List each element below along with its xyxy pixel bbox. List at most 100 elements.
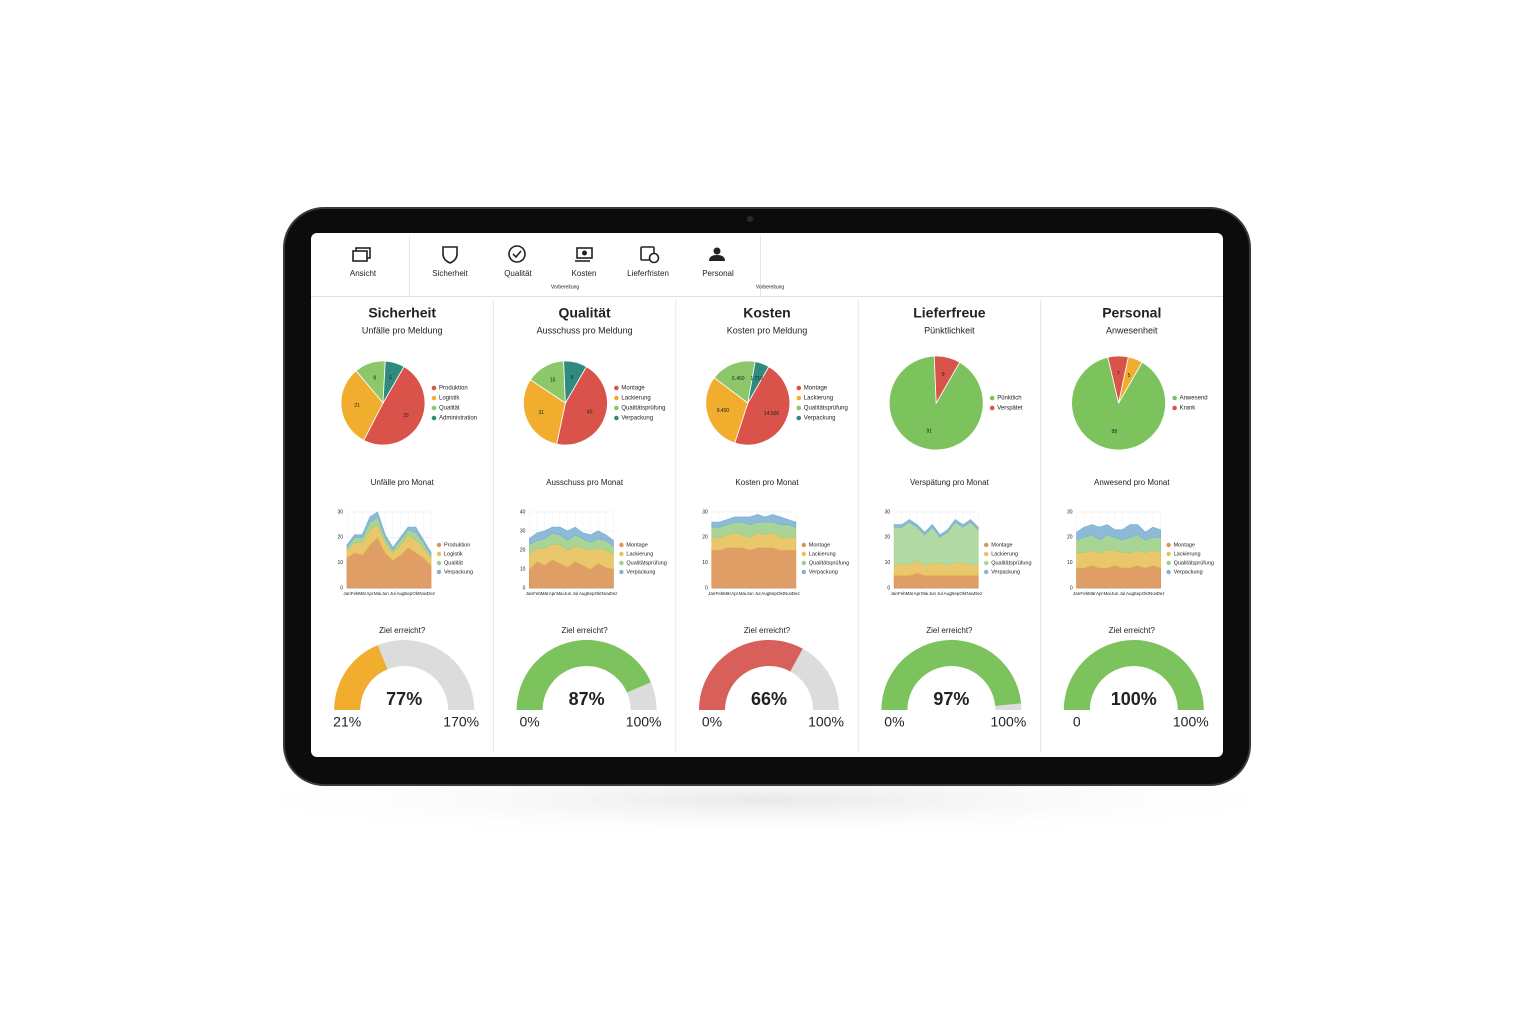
x-tick-label: Nov	[967, 591, 976, 596]
panel-subtitle: Anwesenheit	[1106, 325, 1158, 335]
pie-slice	[523, 379, 566, 445]
x-tick-label: Dez	[974, 591, 983, 596]
legend-label: Montage	[621, 386, 645, 392]
legend-label: Qualität	[444, 560, 463, 566]
gauge-title: Ziel erreicht?	[1109, 626, 1156, 635]
x-tick-label: Aug	[761, 591, 770, 596]
legend-label: Qualitätsprüfung	[809, 560, 849, 566]
y-tick-label: 40	[520, 509, 526, 515]
nav-item[interactable]: Ansicht	[350, 247, 377, 278]
nav-icon	[508, 245, 526, 263]
slice-label: 31	[539, 410, 545, 416]
gauge-fill	[1063, 640, 1204, 710]
pie-slice	[705, 377, 749, 444]
x-tick-label: Feb	[533, 591, 541, 596]
legend-label: Qualitätsprüfung	[804, 406, 848, 412]
nav-icon	[582, 250, 587, 256]
legend-label: Lackierung	[626, 551, 653, 557]
y-tick-label: 30	[1067, 509, 1073, 515]
x-tick-label: Apr	[1096, 591, 1104, 596]
gauge-min: 21%	[333, 714, 361, 730]
legend-swatch	[801, 560, 806, 566]
legend-swatch	[619, 542, 624, 548]
nav-note: Vorbereitung	[551, 284, 580, 290]
slice-label: 5.450	[732, 376, 745, 382]
slice-label: 8	[373, 376, 376, 382]
x-tick-label: Feb	[716, 591, 724, 596]
slice-label: 9	[570, 375, 573, 381]
legend-swatch	[984, 542, 989, 548]
panel-subtitle: Unfälle pro Meldung	[362, 325, 443, 335]
y-tick-label: 0	[887, 585, 890, 591]
area-series	[1076, 549, 1161, 569]
nav-note: Vorbereitung	[756, 284, 785, 290]
nav-item[interactable]: Qualität	[504, 245, 533, 278]
x-tick-label: Jan	[343, 591, 351, 596]
area-series	[893, 519, 979, 538]
legend-swatch	[1166, 551, 1171, 557]
legend-label: Produktion	[439, 386, 468, 392]
x-tick-label: Apr	[731, 591, 739, 596]
legend-swatch	[619, 551, 624, 557]
nav-bar: Ansicht Sicherheit Qualität Kosten Liefe…	[311, 236, 1223, 297]
nav-icon	[576, 247, 593, 259]
chart-title: Anwesend pro Monat	[1094, 478, 1170, 487]
x-tick-label: Mai	[374, 591, 381, 596]
area-series	[711, 547, 797, 589]
gauge-title: Ziel erreicht?	[926, 626, 973, 635]
legend-label: Lackierung	[621, 396, 650, 402]
gauge-fill	[699, 639, 803, 710]
x-tick-label: Dez	[609, 591, 618, 596]
x-tick-label: Jan	[526, 591, 534, 596]
legend-label: Logistik	[444, 551, 463, 557]
legend-swatch	[1172, 395, 1177, 401]
slice-label: 5	[1128, 373, 1131, 379]
panel-title: Personal	[1102, 305, 1161, 321]
nav-item[interactable]: Kosten	[572, 247, 597, 278]
x-tick-label: Jul	[937, 591, 943, 596]
x-tick-label: Nov	[1149, 591, 1158, 596]
nav-icon	[709, 255, 725, 261]
nav-item[interactable]: Sicherheit	[432, 246, 469, 278]
legend-swatch	[614, 415, 619, 421]
legend-swatch	[796, 385, 802, 391]
gauge-value: 66%	[751, 689, 787, 709]
legend-label: Lackierung	[991, 551, 1018, 557]
x-tick-label: Okt	[595, 591, 603, 596]
legend-label: Verpackung	[444, 569, 473, 575]
panel-subtitle: Kosten pro Meldung	[727, 325, 808, 335]
gauge-fill	[881, 639, 1022, 710]
legend-label: Verspätet	[997, 406, 1023, 412]
panel-title: Lieferfreue	[913, 305, 986, 321]
nav-icon	[512, 250, 522, 259]
gauge-max: 100%	[808, 714, 844, 730]
legend-swatch	[614, 395, 619, 401]
y-tick-label: 30	[885, 509, 891, 515]
pie-slice	[563, 360, 587, 405]
legend-label: Montage	[804, 386, 828, 392]
legend-swatch	[431, 405, 437, 411]
legend-label: Produktion	[444, 542, 470, 548]
x-tick-label: Jul	[572, 591, 578, 596]
legend-label: Verpackung	[1174, 569, 1203, 575]
legend-label: Lackierung	[1174, 551, 1201, 557]
nav-icon	[352, 250, 368, 262]
legend-swatch	[1166, 569, 1171, 575]
x-tick-label: Jan	[1073, 591, 1081, 596]
gauge-fill	[334, 645, 388, 710]
y-tick-label: 20	[702, 535, 708, 541]
legend-label: Qualität	[439, 406, 460, 412]
y-tick-label: 0	[1070, 585, 1073, 591]
nav-item[interactable]: Personal	[702, 247, 734, 279]
x-tick-label: Apr	[914, 591, 922, 596]
camera	[747, 216, 753, 222]
gauge-min: 0%	[702, 714, 722, 730]
y-tick-label: 0	[705, 585, 708, 591]
gauge-value: 87%	[569, 689, 605, 709]
x-tick-label: Jun	[746, 591, 754, 596]
legend-label: Verpackung	[991, 569, 1020, 575]
nav-item[interactable]: Lieferfristen	[627, 246, 669, 278]
legend-swatch	[436, 560, 442, 566]
legend-swatch	[431, 395, 437, 401]
